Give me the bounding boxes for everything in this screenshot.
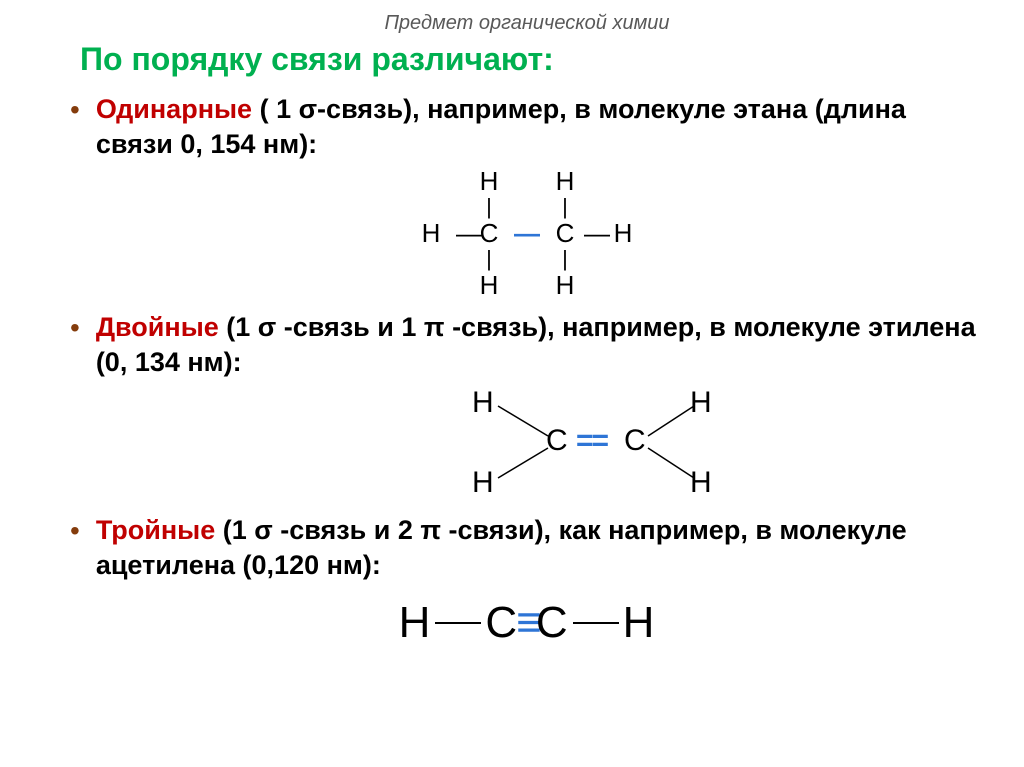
bond-term: Двойные	[96, 312, 219, 342]
atom-h: H	[546, 272, 584, 298]
atom-c: C	[546, 424, 568, 458]
atom-c: C	[470, 220, 508, 246]
bond-desc: (1 σ -связь и 1 π -связь), например, в м…	[96, 312, 976, 377]
bond-line: |	[546, 248, 584, 270]
ethane-diagram: HH || H—C—C—H || HH	[70, 168, 984, 298]
atom-h: H	[399, 598, 432, 647]
slide-title: По порядку связи различают:	[80, 41, 984, 78]
bond-line: |	[470, 196, 508, 218]
bond-type-single: • Одинарные ( 1 σ-связь), например, в мо…	[70, 92, 984, 298]
bullet-icon: •	[70, 94, 80, 126]
bond-type-triple: • Тройные (1 σ -связь и 2 π -связи), как…	[70, 513, 984, 647]
ethylene-diagram: H H C == C H H	[70, 386, 984, 501]
triple-bond: ≡	[516, 598, 538, 647]
atom-h: H	[546, 168, 584, 194]
atom-h: H	[470, 272, 508, 298]
double-bond: ==	[576, 424, 607, 458]
atom-c: C	[536, 598, 569, 647]
item-text: Двойные (1 σ -связь и 1 π -связь), напри…	[96, 310, 984, 380]
atom-h: H	[472, 386, 494, 420]
bond-term: Тройные	[96, 515, 215, 545]
bullet-icon: •	[70, 515, 80, 547]
bond-line	[435, 622, 481, 624]
bond-line: |	[546, 196, 584, 218]
acetylene-diagram: H C≡C H	[70, 598, 984, 648]
atom-h: H	[406, 220, 456, 246]
bond-type-double: • Двойные (1 σ -связь и 1 π -связь), нап…	[70, 310, 984, 501]
bullet-icon: •	[70, 312, 80, 344]
atom-h: H	[623, 598, 656, 647]
atom-h: H	[690, 466, 712, 500]
bond-line: |	[470, 248, 508, 270]
bond-line: —	[584, 220, 598, 246]
slide-supertitle: Предмет органической химии	[70, 12, 984, 35]
atom-h: H	[470, 168, 508, 194]
bond-line: —	[456, 220, 470, 246]
atom-h: H	[472, 466, 494, 500]
item-text: Тройные (1 σ -связь и 2 π -связи), как н…	[96, 513, 984, 583]
bond-line	[573, 622, 619, 624]
atom-c: C	[546, 220, 584, 246]
atom-c: C	[624, 424, 646, 458]
atom-h: H	[690, 386, 712, 420]
atom-h: H	[598, 220, 648, 246]
bond-desc: (1 σ -связь и 2 π -связи), как например,…	[96, 515, 907, 580]
single-bond: —	[508, 220, 546, 246]
bond-term: Одинарные	[96, 94, 252, 124]
atom-c: C	[485, 598, 518, 647]
item-text: Одинарные ( 1 σ-связь), например, в моле…	[96, 92, 984, 162]
